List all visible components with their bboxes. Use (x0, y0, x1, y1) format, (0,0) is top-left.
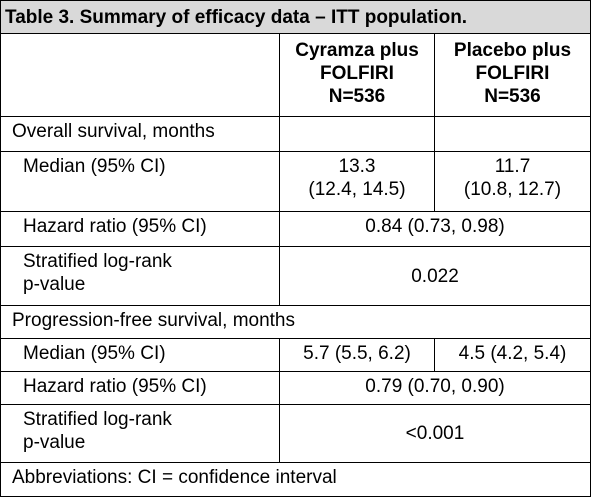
header-placebo-line3: N=536 (484, 86, 541, 107)
os-median-cyramza-ci: (12.4, 14.5) (308, 179, 406, 200)
pfs-logrank-value: <0.001 (279, 405, 590, 462)
table-title-row: Table 3. Summary of efficacy data – ITT … (1, 1, 590, 34)
os-section-label: Overall survival, months (12, 121, 215, 142)
pfs-median-label: Median (95% CI) (23, 343, 166, 364)
os-section-empty-1 (279, 117, 434, 151)
footnote-row: Abbreviations: CI = confidence interval (1, 463, 590, 496)
pfs-median-cyramza: 5.7 (5.5, 6.2) (279, 339, 434, 371)
pfs-hr-value: 0.79 (0.70, 0.90) (279, 372, 590, 404)
pfs-logrank-label: Stratified log-rank p-value (1, 405, 279, 462)
header-cyramza-line3: N=536 (328, 86, 386, 107)
os-logrank-value: 0.022 (279, 247, 590, 305)
pfs-section-label: Progression-free survival, months (12, 310, 295, 331)
os-hr-label: Hazard ratio (95% CI) (23, 216, 207, 237)
os-median-placebo-value: 11.7 (494, 156, 531, 177)
os-logrank-row: Stratified log-rank p-value 0.022 (1, 247, 590, 306)
os-logrank-label-line1: Stratified log-rank (23, 251, 172, 272)
header-placebo-line2: FOLFIRI (475, 63, 550, 84)
pfs-median-placebo: 4.5 (4.2, 5.4) (434, 339, 590, 371)
os-logrank-label-line2: p-value (23, 274, 86, 295)
os-median-cyramza: 13.3 (12.4, 14.5) (279, 152, 434, 211)
os-median-label: Median (95% CI) (23, 156, 166, 177)
os-hr-value: 0.84 (0.73, 0.98) (279, 212, 590, 246)
pfs-logrank-row: Stratified log-rank p-value <0.001 (1, 405, 590, 463)
pfs-section-row: Progression-free survival, months (1, 306, 590, 339)
pfs-logrank-label-line1: Stratified log-rank (23, 409, 172, 430)
table-title: Table 3. Summary of efficacy data – ITT … (5, 7, 468, 28)
os-section-row: Overall survival, months (1, 117, 590, 152)
header-cyramza-line2: FOLFIRI (320, 63, 394, 84)
os-logrank-label: Stratified log-rank p-value (1, 247, 279, 305)
header-cyramza: Cyramza plus FOLFIRI N=536 (279, 34, 434, 116)
os-median-row: Median (95% CI) 13.3 (12.4, 14.5) 11.7 (… (1, 152, 590, 212)
header-placebo-line1: Placebo plus (453, 40, 572, 61)
os-hr-row: Hazard ratio (95% CI) 0.84 (0.73, 0.98) (1, 212, 590, 247)
os-median-cyramza-value: 13.3 (338, 156, 376, 177)
pfs-hr-label: Hazard ratio (95% CI) (23, 376, 207, 397)
footnote: Abbreviations: CI = confidence interval (12, 467, 337, 488)
os-section-empty-2 (434, 117, 590, 151)
os-median-placebo: 11.7 (10.8, 12.7) (434, 152, 590, 211)
pfs-logrank-label-line2: p-value (23, 432, 86, 453)
pfs-median-row: Median (95% CI) 5.7 (5.5, 6.2) 4.5 (4.2,… (1, 339, 590, 372)
header-cyramza-line1: Cyramza plus (295, 40, 419, 61)
header-blank-cell (1, 34, 279, 116)
header-row: Cyramza plus FOLFIRI N=536 Placebo plus … (1, 34, 590, 117)
header-placebo: Placebo plus FOLFIRI N=536 (434, 34, 590, 116)
pfs-hr-row: Hazard ratio (95% CI) 0.79 (0.70, 0.90) (1, 372, 590, 405)
os-median-placebo-ci: (10.8, 12.7) (463, 179, 562, 200)
